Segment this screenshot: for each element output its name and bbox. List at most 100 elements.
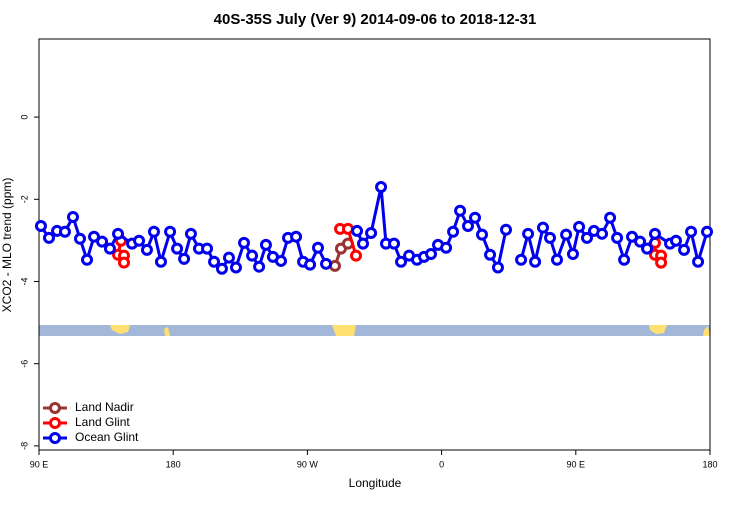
data-point — [484, 248, 497, 261]
data-point — [604, 211, 617, 224]
data-point — [685, 225, 698, 238]
data-point — [670, 234, 683, 247]
legend-label: Land Nadir — [75, 400, 134, 414]
data-point — [140, 243, 153, 256]
data-point — [171, 242, 184, 255]
data-point — [491, 261, 504, 274]
data-point — [618, 253, 631, 266]
x-tick-label: 180 — [702, 459, 717, 469]
y-tick-label: -6 — [19, 360, 29, 368]
data-point — [229, 261, 242, 274]
data-point — [253, 260, 266, 273]
data-point — [500, 223, 513, 236]
data-point — [626, 230, 639, 243]
data-point — [238, 236, 251, 249]
x-tick-label: 0 — [439, 459, 444, 469]
data-point — [566, 247, 579, 260]
data-point — [395, 255, 408, 268]
data-point — [164, 225, 177, 238]
y-tick-label: 0 — [19, 115, 29, 120]
legend-label: Land Glint — [75, 415, 130, 429]
data-point — [58, 225, 71, 238]
data-point — [611, 231, 624, 244]
data-point — [201, 242, 214, 255]
plot-frame — [38, 38, 711, 451]
data-point — [215, 262, 228, 275]
land-shape — [110, 325, 130, 334]
data-point — [529, 255, 542, 268]
y-tick-label: -4 — [19, 277, 29, 285]
data-point — [596, 227, 609, 240]
data-point — [320, 257, 333, 270]
data-point — [641, 242, 654, 255]
data-point — [655, 256, 668, 269]
data-point — [476, 228, 489, 241]
land-shape — [703, 326, 710, 336]
data-point — [184, 227, 197, 240]
data-point — [34, 220, 47, 233]
data-point — [551, 253, 564, 266]
data-point — [454, 204, 467, 217]
data-point — [290, 230, 303, 243]
data-point — [375, 180, 388, 193]
ocean-strip — [39, 325, 710, 336]
data-point — [275, 254, 288, 267]
data-point — [74, 232, 87, 245]
y-axis-label: XCO2 - MLO trend (ppm) — [0, 178, 14, 313]
data-point — [42, 231, 55, 244]
data-point — [341, 222, 354, 235]
data-point — [388, 237, 401, 250]
map-strip — [39, 325, 710, 336]
legend-marker — [49, 432, 61, 444]
land-shape — [332, 325, 356, 336]
x-tick-label: 90 W — [297, 459, 319, 469]
data-point — [350, 249, 363, 262]
data-point — [147, 225, 160, 238]
data-point — [365, 226, 378, 239]
legend-label: Ocean Glint — [75, 430, 139, 444]
data-point — [469, 211, 482, 224]
y-tick-label: -2 — [19, 195, 29, 203]
x-tick-label: 180 — [166, 459, 181, 469]
x-axis-label: Longitude — [349, 476, 402, 490]
data-point — [447, 225, 460, 238]
data-point — [112, 227, 125, 240]
data-point — [133, 234, 146, 247]
data-point — [701, 225, 714, 238]
data-point — [103, 242, 116, 255]
x-tick-label: 90 E — [567, 459, 586, 469]
data-point — [544, 231, 557, 244]
data-point — [351, 224, 364, 237]
data-point — [536, 221, 549, 234]
legend-marker — [49, 402, 61, 414]
data-point — [311, 241, 324, 254]
data-point — [81, 253, 94, 266]
y-tick-label: -8 — [19, 442, 29, 450]
data-point — [246, 249, 259, 262]
land-shape — [164, 327, 170, 336]
data-point — [304, 258, 317, 271]
data-point — [66, 210, 79, 223]
data-point — [440, 241, 453, 254]
data-point — [208, 255, 221, 268]
data-point — [96, 235, 109, 248]
x-tick-label: 90 E — [30, 459, 49, 469]
data-point — [178, 252, 191, 265]
data-point — [515, 253, 528, 266]
data-point — [154, 255, 167, 268]
data-point — [357, 237, 370, 250]
data-point — [580, 231, 593, 244]
legend-marker — [49, 417, 61, 429]
data-point — [425, 247, 438, 260]
chart-title: 40S-35S July (Ver 9) 2014-09-06 to 2018-… — [214, 11, 537, 28]
data-point — [678, 243, 691, 256]
data-point — [117, 256, 130, 269]
data-point — [522, 227, 535, 240]
data-point — [461, 220, 474, 233]
data-point — [222, 251, 235, 264]
data-point — [648, 227, 661, 240]
data-point — [692, 255, 705, 268]
data-point — [259, 238, 272, 251]
land-shape — [649, 325, 667, 334]
